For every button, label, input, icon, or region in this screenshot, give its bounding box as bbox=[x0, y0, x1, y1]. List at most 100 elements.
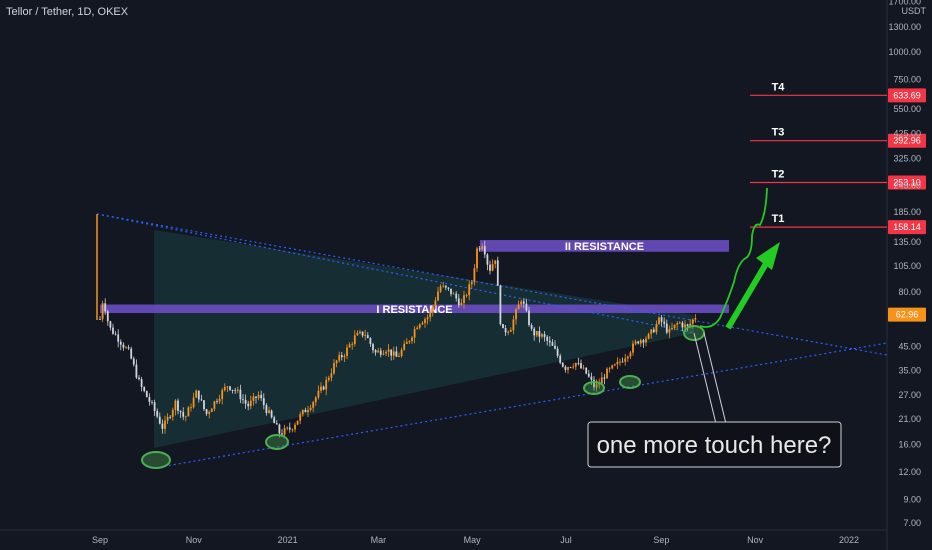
candle-body bbox=[377, 350, 380, 353]
candle-body bbox=[145, 391, 148, 398]
candle-body bbox=[125, 347, 127, 349]
candle-body bbox=[226, 386, 229, 388]
candle-body bbox=[182, 412, 185, 417]
resistance-zone bbox=[100, 304, 730, 314]
target-label: T1 bbox=[772, 213, 785, 225]
target-price-tag bbox=[888, 88, 926, 103]
candle-body bbox=[660, 317, 663, 322]
candle-body bbox=[574, 363, 577, 367]
candle-body bbox=[247, 403, 250, 407]
time-tick-label: Jul bbox=[560, 535, 572, 545]
annotation-text: one more touch here? bbox=[597, 432, 832, 459]
time-tick-label: May bbox=[464, 535, 482, 545]
candle-body bbox=[463, 295, 465, 303]
candle-body bbox=[294, 424, 296, 430]
candle-body bbox=[262, 398, 265, 406]
candle-body bbox=[460, 302, 463, 306]
candle-body bbox=[148, 397, 151, 402]
candle-body bbox=[590, 376, 593, 380]
candle-body bbox=[499, 285, 502, 325]
candle-body bbox=[213, 401, 216, 409]
candle-body bbox=[411, 337, 413, 341]
candle-body bbox=[689, 323, 692, 326]
time-tick-label: 2021 bbox=[278, 535, 298, 545]
candle-body bbox=[551, 342, 554, 346]
candle-body bbox=[408, 340, 411, 343]
candle-body bbox=[390, 349, 393, 356]
trendline bbox=[153, 342, 888, 469]
candle-body bbox=[192, 397, 195, 408]
projection bbox=[699, 187, 780, 330]
candle-body bbox=[528, 310, 530, 325]
candle-body bbox=[442, 285, 445, 287]
candle-body bbox=[473, 268, 476, 283]
candle-body bbox=[252, 396, 255, 401]
candle-body bbox=[119, 341, 122, 345]
candle-body bbox=[322, 386, 325, 390]
callout-pointer-1 bbox=[693, 332, 719, 433]
candle-body bbox=[478, 248, 481, 250]
candle-body bbox=[273, 417, 276, 424]
target-lines: T1 158.14 T2 253.10 T3 392.96 T4 633.69 62.96 bbox=[750, 81, 926, 322]
candle-body bbox=[424, 319, 426, 323]
candle-body bbox=[559, 355, 562, 363]
candle-body bbox=[556, 348, 559, 356]
price-tick-label: 35.00 bbox=[898, 365, 921, 375]
touch-marker[interactable] bbox=[265, 434, 289, 450]
candle-body bbox=[593, 379, 595, 388]
candle-body bbox=[304, 409, 307, 413]
candle-body bbox=[541, 334, 543, 337]
resistance-label: I RESISTANCE bbox=[376, 304, 452, 316]
chart-title: Tellor / Tether, 1D, OKEX bbox=[6, 6, 129, 18]
candle-body bbox=[476, 248, 478, 269]
candle-body bbox=[239, 389, 242, 400]
candle-body bbox=[312, 402, 315, 408]
candle-body bbox=[122, 344, 125, 348]
price-tick-label: 27.00 bbox=[898, 390, 921, 400]
target-price-label: 253.10 bbox=[893, 177, 921, 187]
time-tick-label: Sep bbox=[92, 535, 108, 545]
candle-body bbox=[465, 295, 468, 296]
candle-body bbox=[392, 351, 395, 356]
candle-body bbox=[522, 301, 525, 304]
candle-body bbox=[333, 363, 335, 374]
candle-body bbox=[546, 336, 549, 341]
time-axis: Sep Nov 2021 Mar May Jul Sep Nov 2022 bbox=[92, 535, 859, 545]
candle-body bbox=[210, 408, 213, 412]
candle-body bbox=[356, 332, 359, 336]
candle-body bbox=[543, 334, 546, 337]
candle-body bbox=[387, 349, 390, 352]
candle-body bbox=[359, 331, 361, 333]
touch-marker[interactable] bbox=[141, 451, 171, 469]
candle-body bbox=[184, 416, 187, 418]
candle-body bbox=[208, 411, 211, 414]
candle-body bbox=[457, 298, 460, 306]
candle-body bbox=[270, 410, 273, 418]
target-price-tag bbox=[888, 133, 926, 148]
touch-markers bbox=[141, 325, 705, 469]
touch-marker[interactable] bbox=[583, 381, 605, 395]
candle-body bbox=[216, 401, 218, 403]
candle-body bbox=[197, 390, 200, 400]
candle-body bbox=[164, 420, 166, 429]
candle-body bbox=[195, 390, 198, 398]
candle-body bbox=[179, 410, 182, 413]
candle-body bbox=[257, 394, 260, 398]
trendlines bbox=[96, 213, 888, 469]
candle-body bbox=[229, 386, 231, 390]
candle-body bbox=[278, 424, 281, 434]
candle-body bbox=[117, 334, 120, 342]
price-tick-label: 325.00 bbox=[893, 154, 921, 164]
candle-body bbox=[374, 350, 377, 353]
candle-body bbox=[99, 319, 101, 320]
candle-body bbox=[296, 420, 299, 425]
target-price-tag bbox=[888, 175, 926, 190]
candle-body bbox=[174, 400, 177, 410]
candle-body bbox=[502, 324, 504, 329]
candle-body bbox=[361, 331, 364, 336]
candle-body bbox=[426, 317, 429, 320]
candle-body bbox=[694, 318, 697, 320]
touch-marker[interactable] bbox=[619, 375, 641, 389]
candle-body bbox=[416, 327, 419, 330]
